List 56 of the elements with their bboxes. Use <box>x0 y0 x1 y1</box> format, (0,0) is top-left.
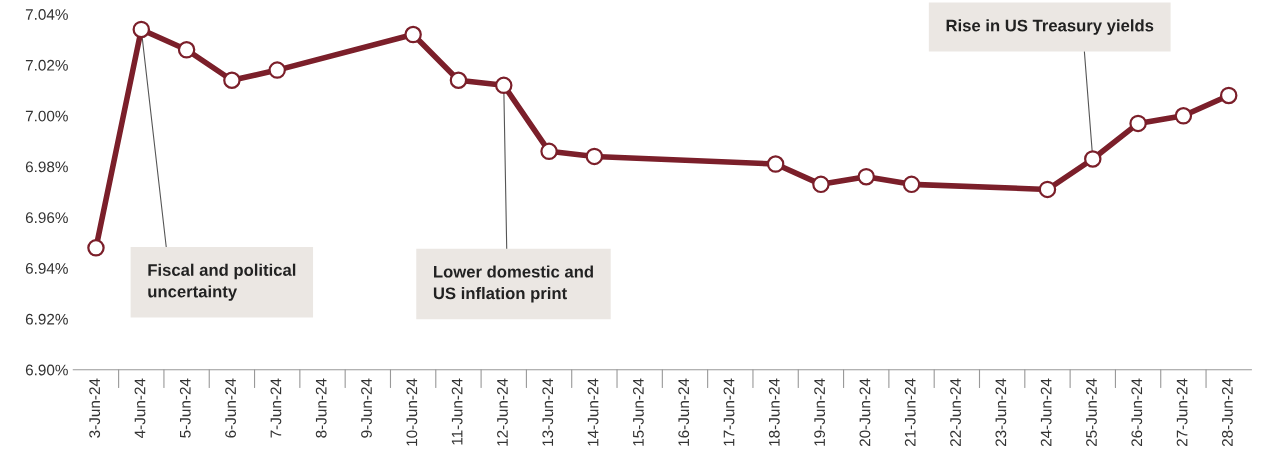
x-tick-label: 10-Jun-24 <box>406 378 418 446</box>
point <box>1174 107 1193 125</box>
point <box>812 175 830 194</box>
point <box>1038 180 1057 199</box>
point <box>1084 150 1102 168</box>
point <box>449 71 468 89</box>
x-tick-label: 5-Jun-24 <box>179 378 191 438</box>
x-tick-label: 12-Jun-24 <box>497 378 508 446</box>
annotation: Fiscal and political uncertainty <box>148 263 296 301</box>
x-tick-label: 4-Jun-24 <box>134 378 146 438</box>
y-tick-label: 6.98% <box>25 161 68 173</box>
y-tick-label: 6.94% <box>25 263 68 274</box>
x-tick-label: 13-Jun-24 <box>542 378 554 446</box>
y-tick-label: 6.96% <box>25 212 68 224</box>
annotation: Lower domestic and US inflation print <box>433 265 593 303</box>
point <box>268 61 286 79</box>
point <box>87 239 105 257</box>
point <box>1129 114 1147 133</box>
y-tick-label: 7.04% <box>25 9 68 20</box>
point <box>766 155 785 173</box>
x-tick-label: 15-Jun-24 <box>632 378 644 446</box>
x-tick-label: 14-Jun-24 <box>587 378 599 446</box>
point <box>902 175 921 194</box>
x-tick-label: 17-Jun-24 <box>723 378 735 446</box>
x-tick-label: 21-Jun-24 <box>904 378 916 447</box>
x-tick-label: 16-Jun-24 <box>678 378 690 446</box>
y-tick-label: 7.02% <box>25 59 68 71</box>
y-tick-label: 6.92% <box>25 313 68 325</box>
x-tick-label: 28-Jun-24 <box>1221 378 1233 447</box>
x-tick-label: 8-Jun-24 <box>315 378 327 438</box>
point <box>857 167 875 186</box>
point <box>223 71 241 89</box>
x-tick-label: 6-Jun-24 <box>225 378 236 438</box>
x-tick-label: 26-Jun-24 <box>1131 378 1143 447</box>
point <box>585 147 604 166</box>
x-tick-label: 11-Jun-24 <box>451 378 463 445</box>
point <box>540 142 558 161</box>
x-tick-label: 18-Jun-24 <box>768 378 780 446</box>
point <box>132 20 151 39</box>
x-tick-label: 7-Jun-24 <box>270 378 282 438</box>
x-tick-label: 23-Jun-24 <box>995 378 1007 447</box>
x-tick-label: 25-Jun-24 <box>1086 378 1097 447</box>
point <box>177 41 196 59</box>
x-tick-label: 27-Jun-24 <box>1176 378 1188 447</box>
y-tick-label: 7.00% <box>25 110 68 122</box>
point <box>1219 86 1238 105</box>
x-tick-label: 3-Jun-24 <box>89 378 101 438</box>
point <box>495 76 513 95</box>
annotation: Rise in US Treasury yields <box>946 19 1154 35</box>
y-tick-label: 6.90% <box>25 364 68 376</box>
x-tick-label: 24-Jun-24 <box>1040 378 1052 447</box>
point <box>404 25 422 44</box>
x-tick-label: 22-Jun-24 <box>950 378 961 447</box>
x-tick-label: 19-Jun-24 <box>814 378 826 446</box>
x-tick-label: 9-Jun-24 <box>361 378 372 438</box>
x-tick-label: 20-Jun-24 <box>859 378 871 447</box>
